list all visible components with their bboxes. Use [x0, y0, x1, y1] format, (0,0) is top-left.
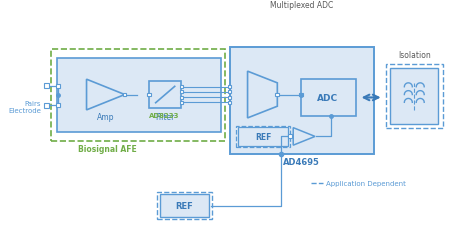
Text: Application Dependent: Application Dependent	[326, 180, 406, 186]
Bar	[288, 135, 292, 139]
Text: Electrode: Electrode	[8, 108, 41, 114]
Bar	[228, 96, 231, 99]
Text: AD4695: AD4695	[283, 157, 320, 166]
Polygon shape	[87, 80, 125, 110]
Text: Isolation: Isolation	[398, 50, 431, 59]
Bar	[56, 84, 60, 88]
Bar	[44, 84, 49, 89]
FancyBboxPatch shape	[238, 127, 288, 146]
Polygon shape	[293, 128, 315, 146]
Text: Pairs: Pairs	[25, 101, 41, 107]
Polygon shape	[248, 72, 277, 118]
FancyBboxPatch shape	[160, 194, 209, 217]
Bar	[228, 101, 231, 104]
FancyBboxPatch shape	[301, 80, 356, 116]
FancyBboxPatch shape	[57, 58, 221, 132]
Bar	[228, 86, 231, 89]
Bar	[147, 93, 151, 97]
Bar	[276, 93, 279, 97]
Bar	[228, 91, 231, 94]
Text: Amp: Amp	[97, 113, 115, 121]
Bar	[179, 101, 183, 104]
Bar	[179, 96, 183, 99]
FancyBboxPatch shape	[149, 81, 181, 109]
Bar	[123, 93, 126, 97]
Bar	[179, 91, 183, 94]
Text: AD8233: AD8233	[149, 113, 180, 118]
Bar	[44, 103, 49, 108]
Text: Multiplexed ADC: Multiplexed ADC	[270, 1, 333, 10]
Text: ADC: ADC	[318, 94, 339, 103]
Text: Biosignal AFE: Biosignal AFE	[78, 145, 137, 153]
Text: REF: REF	[175, 201, 193, 210]
Text: REF: REF	[255, 132, 272, 141]
FancyBboxPatch shape	[391, 69, 438, 124]
Text: Filter: Filter	[156, 113, 175, 121]
Bar	[56, 104, 60, 108]
Bar	[299, 93, 303, 97]
Bar	[179, 86, 183, 89]
FancyBboxPatch shape	[230, 48, 373, 154]
